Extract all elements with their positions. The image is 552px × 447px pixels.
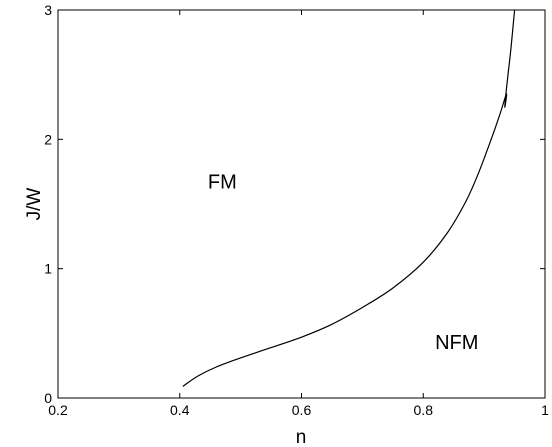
phase-boundary-line [182,9,516,387]
region-label: NFM [435,332,478,354]
x-tick-label: 0.6 [292,402,312,418]
y-axis-label: J/W [24,188,45,221]
region-label: FM [208,171,237,193]
y-tick-label: 3 [44,2,52,18]
x-tick-label: 1 [541,402,549,418]
x-axis-label: n [296,427,307,447]
y-tick-label: 2 [44,131,52,147]
y-tick-label: 0 [44,390,52,406]
axis-ticks: 0.2 0.4 0.6 0.8 1 0 1 2 3 [44,2,549,418]
x-tick-label: 0.8 [414,402,434,418]
x-tick-label: 0.2 [48,402,68,418]
series-group [182,9,516,387]
region-labels: FM NFM [208,171,478,353]
plot-area [57,9,546,399]
x-tick-label: 0.4 [170,402,190,418]
y-tick-label: 1 [44,261,52,277]
